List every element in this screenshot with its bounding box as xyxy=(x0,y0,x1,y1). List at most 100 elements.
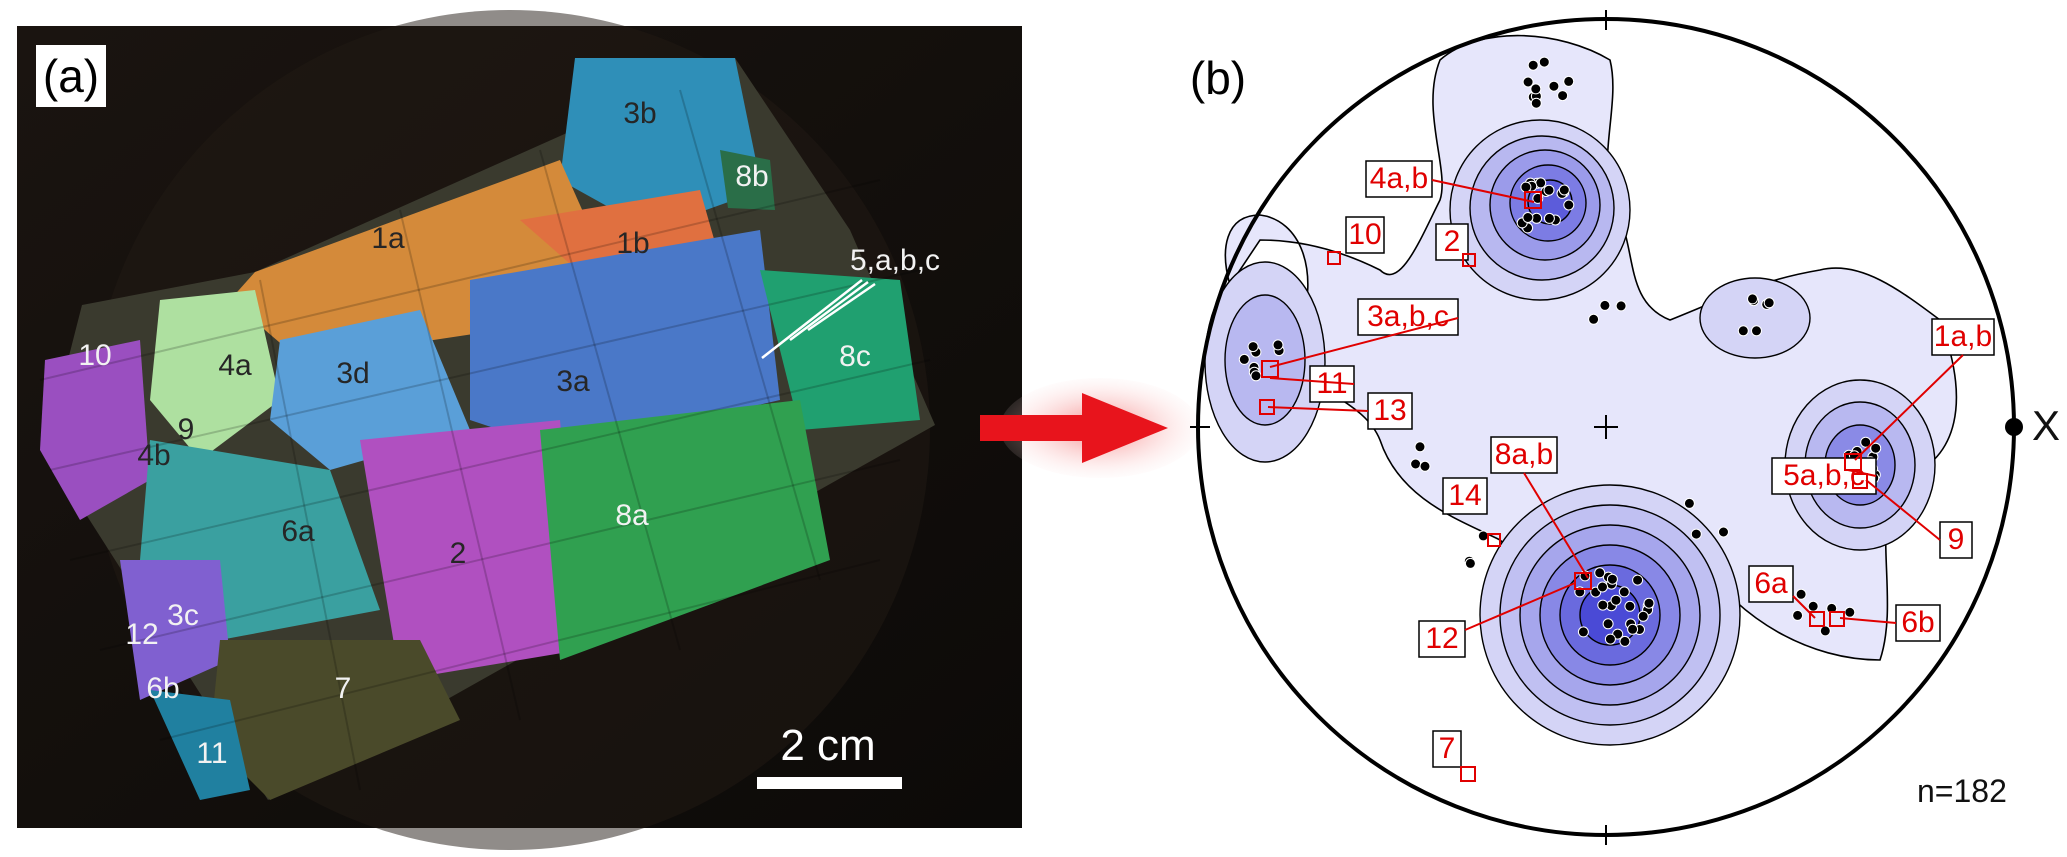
pole-point xyxy=(1522,76,1534,88)
pole-point xyxy=(1522,212,1534,223)
pole-point xyxy=(1618,586,1630,598)
pole-point xyxy=(1410,458,1422,470)
grain-8b-area xyxy=(720,150,775,210)
pole-point xyxy=(1870,442,1882,454)
grain-label: 3d xyxy=(336,357,369,390)
pole-point xyxy=(1826,602,1838,614)
callout-label: 3a,b,c xyxy=(1367,300,1449,333)
grain-label: 5,a,b,c xyxy=(850,244,940,277)
n-label: n=182 xyxy=(1917,773,2007,809)
contour-outer xyxy=(1224,34,1958,661)
grain-8a-area xyxy=(540,400,830,660)
pole-point xyxy=(1247,341,1259,353)
pole-point xyxy=(1597,581,1608,593)
callout-label: 5a,b,c xyxy=(1783,459,1865,492)
pole-point xyxy=(1520,181,1532,193)
callout-markers xyxy=(1259,191,1868,782)
callout-label: 6b xyxy=(1901,606,1934,639)
pole-point xyxy=(1604,633,1616,645)
pole-point xyxy=(1632,574,1644,586)
panel-b: (b) xyxy=(1190,10,2060,845)
pole-point xyxy=(1548,80,1560,92)
scale-bar xyxy=(757,777,902,789)
pole-points xyxy=(1238,56,1882,647)
grain-label: 8b xyxy=(735,160,768,193)
grain-3c-area xyxy=(120,560,230,700)
grain-label: 6b xyxy=(146,672,179,705)
grid-lines xyxy=(39,89,931,791)
grain-label: 9 xyxy=(178,413,195,446)
grain-label: 2 xyxy=(450,537,467,570)
callout-leaders xyxy=(1267,179,1964,631)
pole-point xyxy=(1690,528,1702,540)
grain-8c-area xyxy=(760,270,920,430)
grain-labels: 1a 1b 3b 8b 5,a,b,c 8c 10 4a 3d 3a 9 4b … xyxy=(78,97,940,770)
pole-point xyxy=(1464,557,1476,569)
contours-small xyxy=(1699,277,1811,359)
pole-point xyxy=(1557,90,1569,102)
callout-label: 4a,b xyxy=(1370,162,1428,195)
grain-label: 1a xyxy=(371,222,405,255)
callout-label: 13 xyxy=(1373,394,1406,427)
x-axis-point xyxy=(2005,418,2023,436)
grain-label: 4a xyxy=(218,349,252,382)
grain-10-area xyxy=(40,340,150,520)
pole-point xyxy=(1250,370,1262,382)
contours-4ab xyxy=(1449,119,1631,301)
pole-point xyxy=(1763,297,1775,309)
pole-point xyxy=(1610,594,1622,606)
pole-point xyxy=(1637,610,1649,622)
grain-label: 3a xyxy=(556,365,590,398)
pole-point xyxy=(1844,606,1856,618)
callout-label: 8a,b xyxy=(1495,438,1553,471)
pole-point xyxy=(1602,618,1614,630)
pole-point xyxy=(1860,436,1872,448)
callout-label: 2 xyxy=(1444,225,1461,258)
callout-label: 7 xyxy=(1439,732,1456,765)
contours-8ab xyxy=(1479,484,1741,746)
grain-2-area xyxy=(360,420,580,680)
pole-point xyxy=(1414,441,1426,453)
pole-point xyxy=(1530,97,1542,109)
pole-point xyxy=(1543,184,1555,196)
pole-point xyxy=(1558,184,1570,196)
grain-label: 8c xyxy=(839,340,871,373)
pole-point xyxy=(1624,600,1636,612)
pole-point xyxy=(1477,530,1489,542)
grain-5-pointers xyxy=(761,279,876,359)
pole-point xyxy=(1577,626,1589,638)
grain-3a-area xyxy=(470,230,780,450)
callouts: 10 2 4a,b 3a,b,c 11 13 1a,b 5a,b,c 9 8a,… xyxy=(1309,160,1995,768)
grain-label: 11 xyxy=(196,737,227,770)
pole-point xyxy=(1737,325,1749,337)
pole-point xyxy=(1530,83,1542,95)
pole-point xyxy=(1792,609,1804,621)
pole-point xyxy=(1683,497,1695,509)
pole-point xyxy=(1718,526,1729,538)
panel-a: (a) 1a 1b 3b 8b 5,a,b,c 8c 10 4a 3d 3a 9… xyxy=(17,10,1022,850)
pole-point xyxy=(1272,339,1284,351)
grain-label: 1b xyxy=(616,227,649,260)
thin-section xyxy=(39,58,935,800)
pole-point xyxy=(1588,313,1600,325)
grain-3b-area xyxy=(560,58,762,230)
pole-point xyxy=(1527,59,1539,71)
pole-point xyxy=(1543,212,1555,224)
pole-point xyxy=(1615,300,1627,312)
pole-point xyxy=(1747,293,1758,305)
grain-label: 4b xyxy=(137,439,170,472)
pole-point xyxy=(1563,75,1575,87)
grain-label: 10 xyxy=(78,339,111,372)
pole-point xyxy=(1627,623,1639,635)
grain-label: 3c xyxy=(167,599,199,632)
pole-point xyxy=(1597,599,1609,611)
pole-point xyxy=(1643,597,1655,609)
pole-point xyxy=(1619,635,1631,647)
grain-label: 6a xyxy=(281,515,315,548)
pole-point xyxy=(1795,588,1807,600)
callout-label: 14 xyxy=(1448,479,1481,512)
red-arrow xyxy=(980,393,1168,463)
callout-label: 6a xyxy=(1754,567,1788,600)
pole-point xyxy=(1807,600,1819,612)
